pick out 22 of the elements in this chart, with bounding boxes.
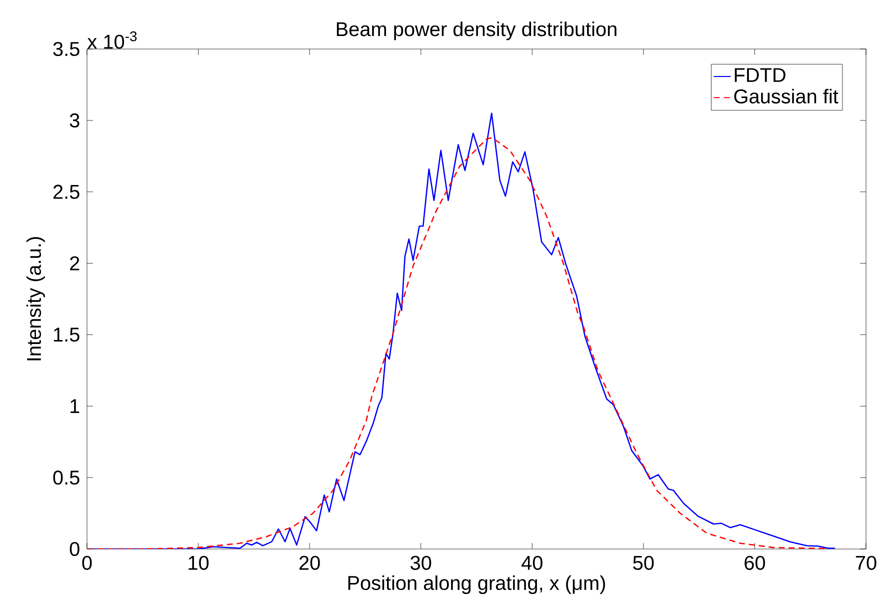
y-tick-label: 1: [70, 399, 80, 413]
x-tick-label: 10: [188, 556, 209, 570]
legend-label: Gaussian fit: [734, 88, 838, 104]
y-tick-label: 0.5: [53, 470, 80, 485]
y-tick-label: 0: [70, 542, 80, 556]
x-tick-label: 70: [856, 556, 876, 570]
x-tick-label: 60: [744, 556, 766, 570]
y-axis-title: Intensity (a.u.): [26, 237, 45, 360]
text: x 10$^{-3}$: [87, 31, 137, 49]
y-tick-label: 2: [70, 256, 80, 270]
x-axis-title: Position along grating, x (μm): [348, 575, 605, 594]
x-tick-label: 40: [522, 556, 542, 570]
x-tick-label: 0: [82, 556, 92, 570]
chart-title: Beam power density distribution: [336, 22, 616, 40]
y-tick-label: 3: [70, 113, 80, 128]
x-tick-label: 20: [299, 556, 320, 570]
x-tick-label: 50: [633, 556, 654, 570]
legend-label: FDTD: [734, 68, 786, 82]
x-tick-label: 30: [410, 556, 432, 570]
y-tick-label: 1.5: [54, 328, 80, 342]
y-tick-label: 3.5: [53, 42, 80, 56]
y-tick-label: 2.5: [53, 184, 80, 199]
